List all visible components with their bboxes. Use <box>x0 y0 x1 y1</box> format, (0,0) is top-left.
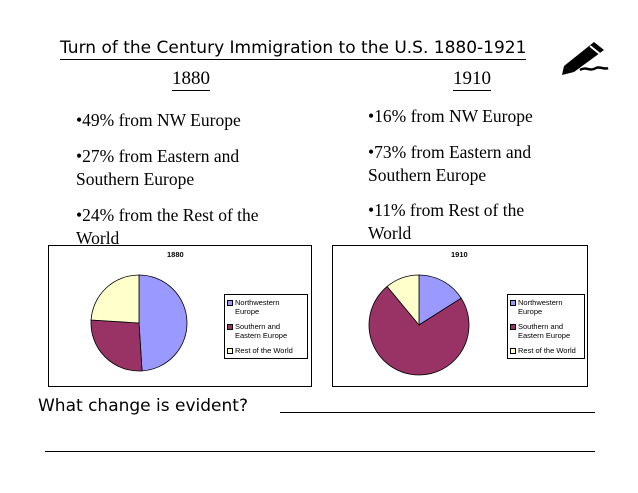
legend-swatch <box>510 300 516 306</box>
legend-swatch <box>227 348 233 354</box>
pie-chart <box>368 274 470 376</box>
chart-1880: 1880 Northwestern Europe Southern and Ea… <box>48 245 312 387</box>
legend-item: Rest of the World <box>227 346 305 355</box>
pie-slice-rest-of-the-world <box>386 274 420 327</box>
pencil-writing-icon <box>562 42 609 75</box>
page-title: Turn of the Century Immigration to the U… <box>60 38 527 60</box>
legend-label: Rest of the World <box>235 346 293 355</box>
legend-label: Southern and Eastern Europe <box>518 322 571 340</box>
legend-swatch <box>510 348 516 354</box>
pie-chart <box>90 274 188 372</box>
legend-label: Northwestern Europe <box>235 298 280 316</box>
answer-line <box>45 451 595 452</box>
chart-title: 1910 <box>451 250 468 259</box>
bullet-1880-es: •27% from Eastern and Southern Europe <box>76 146 240 189</box>
legend-item: Southern and Eastern Europe <box>510 322 582 340</box>
bullet-1910-nw: •16% from NW Europe <box>368 106 533 126</box>
pie-slice-northwestern-europe <box>138 274 188 372</box>
legend-label: Northwestern Europe <box>518 298 563 316</box>
bullet-1880-nw: •49% from NW Europe <box>76 110 241 130</box>
pie-slice-southern-and-eastern-europe <box>90 319 143 372</box>
legend-item: Southern and Eastern Europe <box>227 322 305 340</box>
legend-item: Rest of the World <box>510 346 582 355</box>
legend-label: Rest of the World <box>518 346 576 355</box>
legend-item: Northwestern Europe <box>227 298 305 316</box>
legend-swatch <box>510 324 516 330</box>
pie-slice-rest-of-the-world <box>90 274 140 324</box>
column-heading-1880: 1880 <box>172 68 210 91</box>
question-text: What change is evident? <box>38 396 248 416</box>
bullet-1910-rest: •11% from Rest of the World <box>368 200 525 243</box>
answer-line <box>280 412 595 413</box>
legend-label: Southern and Eastern Europe <box>235 322 288 340</box>
pie-slice-southern-and-eastern-europe <box>368 285 470 376</box>
pie-slice-northwestern-europe <box>418 274 462 326</box>
column-heading-1910: 1910 <box>453 68 491 91</box>
chart-legend: Northwestern Europe Southern and Eastern… <box>224 294 308 359</box>
bullet-1880-rest: •24% from the Rest of the World <box>76 205 259 248</box>
chart-title: 1880 <box>167 250 184 259</box>
legend-swatch <box>227 300 233 306</box>
bullet-1910-es: •73% from Eastern and Southern Europe <box>368 142 532 185</box>
chart-1910: 1910 Northwestern Europe Southern and Ea… <box>332 245 588 387</box>
chart-legend: Northwestern Europe Southern and Eastern… <box>507 294 585 359</box>
legend-swatch <box>227 324 233 330</box>
legend-item: Northwestern Europe <box>510 298 582 316</box>
